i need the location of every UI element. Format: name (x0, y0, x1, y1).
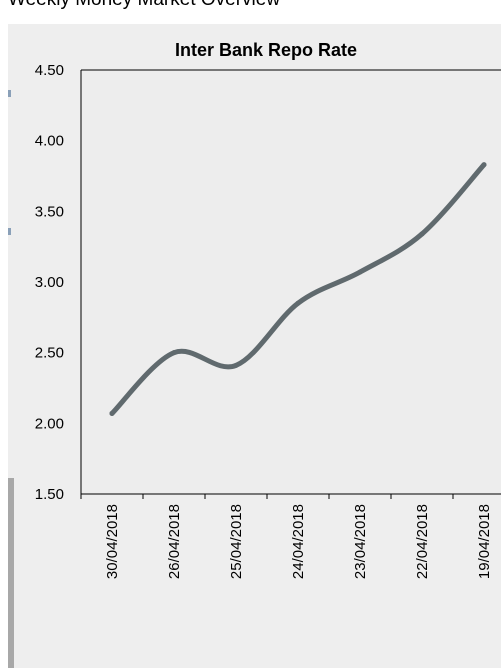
chart-title: Inter Bank Repo Rate (175, 40, 357, 60)
x-tick-label: 25/04/2018 (228, 504, 245, 579)
data-point (295, 300, 301, 306)
y-tick-label: 3.50 (35, 203, 64, 220)
data-point (109, 410, 115, 416)
page-heading: Weekly Money Market Overview (8, 0, 280, 12)
left-edge-bar (8, 478, 14, 668)
y-tick-label: 4.00 (35, 133, 64, 150)
y-tick-label: 3.00 (35, 274, 64, 291)
x-tick-label: 26/04/2018 (166, 504, 183, 579)
data-point (171, 350, 177, 356)
x-tick-label: 19/04/2018 (476, 504, 493, 579)
left-edge-marker (8, 228, 11, 235)
plot-area (81, 70, 501, 494)
y-tick-label: 1.50 (35, 486, 64, 503)
x-tick-label: 30/04/2018 (104, 504, 121, 579)
data-point (481, 162, 487, 168)
x-tick-label: 24/04/2018 (290, 504, 307, 579)
y-tick-label: 4.50 (35, 62, 64, 79)
y-tick-label: 2.00 (35, 415, 64, 432)
left-edge-marker (8, 90, 11, 97)
x-tick-label: 23/04/2018 (352, 504, 369, 579)
data-point (357, 269, 363, 275)
x-tick-label: 22/04/2018 (414, 504, 431, 579)
data-point (233, 362, 239, 368)
y-tick-label: 2.50 (35, 345, 64, 362)
data-point (419, 231, 425, 237)
